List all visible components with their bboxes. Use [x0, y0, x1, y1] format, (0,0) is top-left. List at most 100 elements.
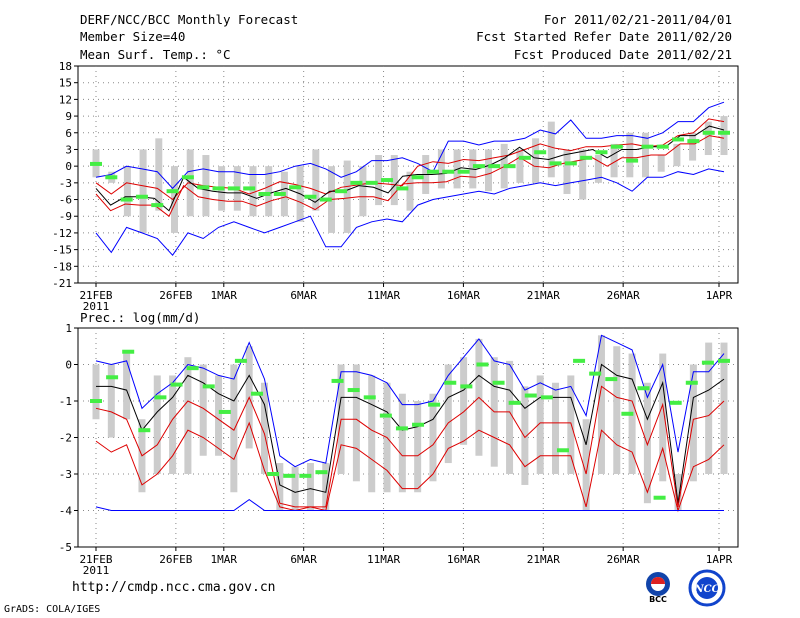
prec-marker	[251, 391, 264, 396]
prec-range-bar	[291, 466, 299, 511]
prec-range-bar	[306, 463, 314, 511]
temp-y-tick-label: -21	[52, 277, 72, 290]
prec-marker	[718, 358, 730, 363]
forecast-period: For 2011/02/21-2011/04/01	[543, 12, 732, 27]
grads-credit: GrADS: COLA/IGES	[4, 604, 101, 615]
prec-series-upper	[95, 385, 725, 508]
temp-marker	[488, 164, 501, 169]
prec-marker	[106, 375, 119, 380]
prec-range-bar	[506, 360, 514, 474]
chart-title: DERF/NCC/BCC Monthly Forecast	[80, 12, 299, 27]
temp-marker	[212, 186, 225, 191]
prec-x-tick-year: 2011	[83, 564, 110, 577]
temp-marker	[549, 161, 562, 166]
ncc-logo-text: NCC	[693, 584, 719, 595]
temp-y-tick-label: 18	[59, 60, 72, 73]
prec-marker	[476, 362, 489, 367]
prec-x-tick-label: 1MAR	[211, 553, 238, 566]
temp-marker	[518, 155, 531, 160]
temp-plot-frame	[77, 65, 739, 284]
prec-series-min	[95, 498, 724, 511]
member-size: Member Size=40	[80, 29, 186, 44]
prec-marker	[347, 388, 360, 393]
prec-y-tick-label: -4	[59, 505, 73, 518]
prec-marker	[428, 402, 441, 407]
prec-range-bar	[92, 364, 100, 420]
temp-range-bar	[673, 143, 681, 167]
temp-marker	[687, 139, 700, 144]
prec-range-bar	[521, 386, 529, 485]
temp-marker	[641, 144, 654, 149]
temp-y-tick-label: -12	[52, 227, 72, 240]
prec-range-bar	[169, 375, 177, 474]
prec-marker	[363, 395, 376, 400]
prec-range-bar	[414, 401, 422, 493]
temp-marker	[166, 189, 179, 194]
temp-range-bar	[704, 121, 712, 156]
temp-series-lower	[95, 135, 725, 217]
prec-marker	[605, 377, 618, 382]
temp-range-bar	[265, 166, 273, 217]
prec-range-bar	[398, 393, 406, 493]
prec-marker	[524, 393, 537, 398]
temp-marker	[319, 197, 332, 202]
prec-marker	[218, 409, 231, 414]
prec-x-tick-label: 1APR	[706, 553, 733, 566]
prec-marker	[540, 395, 553, 400]
prec-range-bar	[322, 463, 330, 511]
temp-range-bar	[312, 149, 320, 211]
temp-marker	[702, 130, 715, 135]
temp-marker	[426, 169, 439, 174]
prec-range-bar	[153, 375, 161, 474]
prec-range-bar	[444, 364, 452, 464]
temp-x-tick-label: 26MAR	[607, 289, 640, 302]
temp-y-tick-label: -9	[59, 210, 72, 223]
source-url[interactable]: http://cmdp.ncc.cma.gov.cn	[72, 580, 276, 595]
temp-marker	[258, 191, 271, 196]
temp-range-bar	[657, 155, 665, 172]
temp-x-tick-label: 21MAR	[527, 289, 560, 302]
prec-range-bar	[368, 375, 376, 493]
prec-marker	[444, 380, 457, 385]
temp-x-tick-label: 26FEB	[159, 289, 192, 302]
prec-marker	[122, 349, 135, 354]
prec-marker	[267, 472, 280, 476]
bcc-logo-text: BCC	[649, 595, 667, 604]
temp-range-bar	[594, 155, 602, 183]
temp-marker	[381, 178, 394, 183]
temp-marker	[564, 161, 577, 166]
variable-label: Mean Surf. Temp.: °C	[80, 47, 231, 62]
prec-marker	[621, 411, 634, 416]
temp-x-tick-label: 16MAR	[447, 289, 480, 302]
temp-y-tick-label: -6	[59, 194, 72, 207]
temp-marker	[595, 150, 608, 155]
prec-range-bar	[720, 342, 728, 474]
prec-series-max	[95, 334, 725, 468]
temp-range-bar	[516, 149, 524, 183]
prec-marker	[90, 399, 102, 403]
prec-range-bar	[429, 393, 437, 482]
prec-x-tick-label: 26MAR	[607, 553, 640, 566]
temp-range-bar	[406, 171, 414, 211]
temp-range-bar	[532, 138, 540, 183]
prec-range-bar	[107, 364, 115, 438]
temp-range-bar	[610, 143, 618, 178]
prec-x-tick-label: 11MAR	[367, 553, 400, 566]
prec-y-tick-label: -5	[59, 541, 72, 554]
temp-range-bar	[375, 155, 383, 206]
temp-range-bar	[123, 166, 131, 217]
prec-marker	[589, 371, 602, 376]
prec-range-bar	[352, 364, 360, 482]
temp-y-tick-label: -15	[52, 244, 72, 257]
prec-y-tick-label: 1	[65, 322, 72, 335]
prec-range-bar	[215, 375, 223, 456]
temp-marker	[243, 186, 256, 191]
temp-range-bar	[249, 166, 257, 217]
temp-marker	[503, 164, 516, 169]
temp-marker	[120, 197, 133, 202]
temp-marker	[626, 158, 639, 163]
temp-x-tick-label: 1MAR	[211, 289, 238, 302]
prec-series-lower	[95, 421, 725, 513]
temp-marker	[227, 186, 240, 191]
